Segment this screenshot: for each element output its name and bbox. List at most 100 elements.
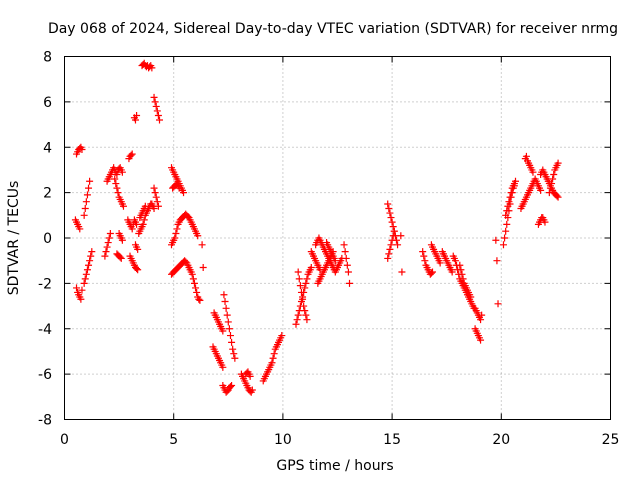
data-point [301,307,309,315]
data-point [297,288,305,296]
series-s53 [502,177,519,219]
data-point [189,275,197,283]
data-point [387,241,395,249]
data-point [385,205,393,213]
data-point [86,257,94,265]
data-point [467,293,475,301]
data-point [427,269,435,277]
series-s29 [220,291,239,362]
data-point [303,316,311,324]
data-point [104,239,112,247]
data-point [80,279,88,287]
data-point [223,311,231,319]
series-s3 [73,284,86,303]
data-point [198,241,206,249]
series-s49 [471,304,486,324]
series-s24 [168,210,202,249]
data-point [341,248,349,256]
series-s9 [114,164,126,176]
series-s28 [209,343,227,371]
series-s34 [292,263,315,328]
data-point [457,266,465,274]
data-point [153,198,161,206]
data-point [156,116,164,124]
series-s37 [307,248,324,274]
data-point [390,227,398,235]
series-s10 [115,229,126,244]
data-point [113,170,121,178]
data-point [151,98,159,106]
data-point [85,261,93,269]
data-point [194,232,202,240]
data-point [128,225,136,233]
data-point [114,189,122,197]
data-point [429,268,437,276]
series-s39 [323,239,339,265]
data-point [172,229,180,237]
data-point [541,218,549,226]
series-s15 [131,241,142,253]
data-point [269,354,277,362]
data-point [103,243,111,251]
data-point [301,284,309,292]
series-s48 [456,261,475,301]
data-point [175,184,183,192]
data-point [193,288,201,296]
data-point [294,311,302,319]
data-point [226,383,234,391]
data-point [117,254,125,262]
data-point [503,207,511,215]
data-point [246,372,254,380]
data-point [420,252,428,260]
data-point [494,300,502,308]
data-point [554,193,562,201]
data-point [456,261,464,269]
data-point [507,189,515,197]
data-point [150,93,158,101]
series-s35 [294,268,311,324]
data-point [384,254,392,262]
series-s1 [73,143,86,158]
data-point [118,236,126,244]
data-point [134,266,142,274]
data-point [228,381,236,389]
data-point [293,316,301,324]
data-point [278,332,286,340]
data-point [87,252,95,260]
data-point [76,225,84,233]
data-point [131,116,139,124]
y-tick-label: 4 [43,140,52,156]
data-point [86,177,94,185]
data-point [150,184,158,192]
data-point [199,263,207,271]
x-axis-label: GPS time / hours [276,458,393,474]
data-point [478,311,486,319]
series-s17 [138,59,156,72]
series-s25 [168,257,204,304]
data-point [292,320,300,328]
data-point [386,209,394,217]
data-point [77,295,85,303]
series-s56 [534,214,549,228]
y-tick-label: 2 [43,186,52,202]
series-s30 [219,381,236,396]
data-point [302,311,310,319]
series-s13 [124,216,141,233]
data-point [387,214,395,222]
data-point [151,189,159,197]
series-s18 [150,93,164,124]
data-point [303,275,311,283]
data-point [502,227,510,235]
data-point [224,318,232,326]
data-point [83,266,91,274]
series-s27 [210,309,227,335]
series-s50 [471,325,485,344]
data-point [128,150,136,158]
series-s42 [384,227,398,262]
data-point [550,170,558,178]
grid [64,56,611,420]
series-s21 [150,184,162,210]
series-s51 [492,236,502,308]
data-point [139,220,147,228]
data-point [231,354,239,362]
